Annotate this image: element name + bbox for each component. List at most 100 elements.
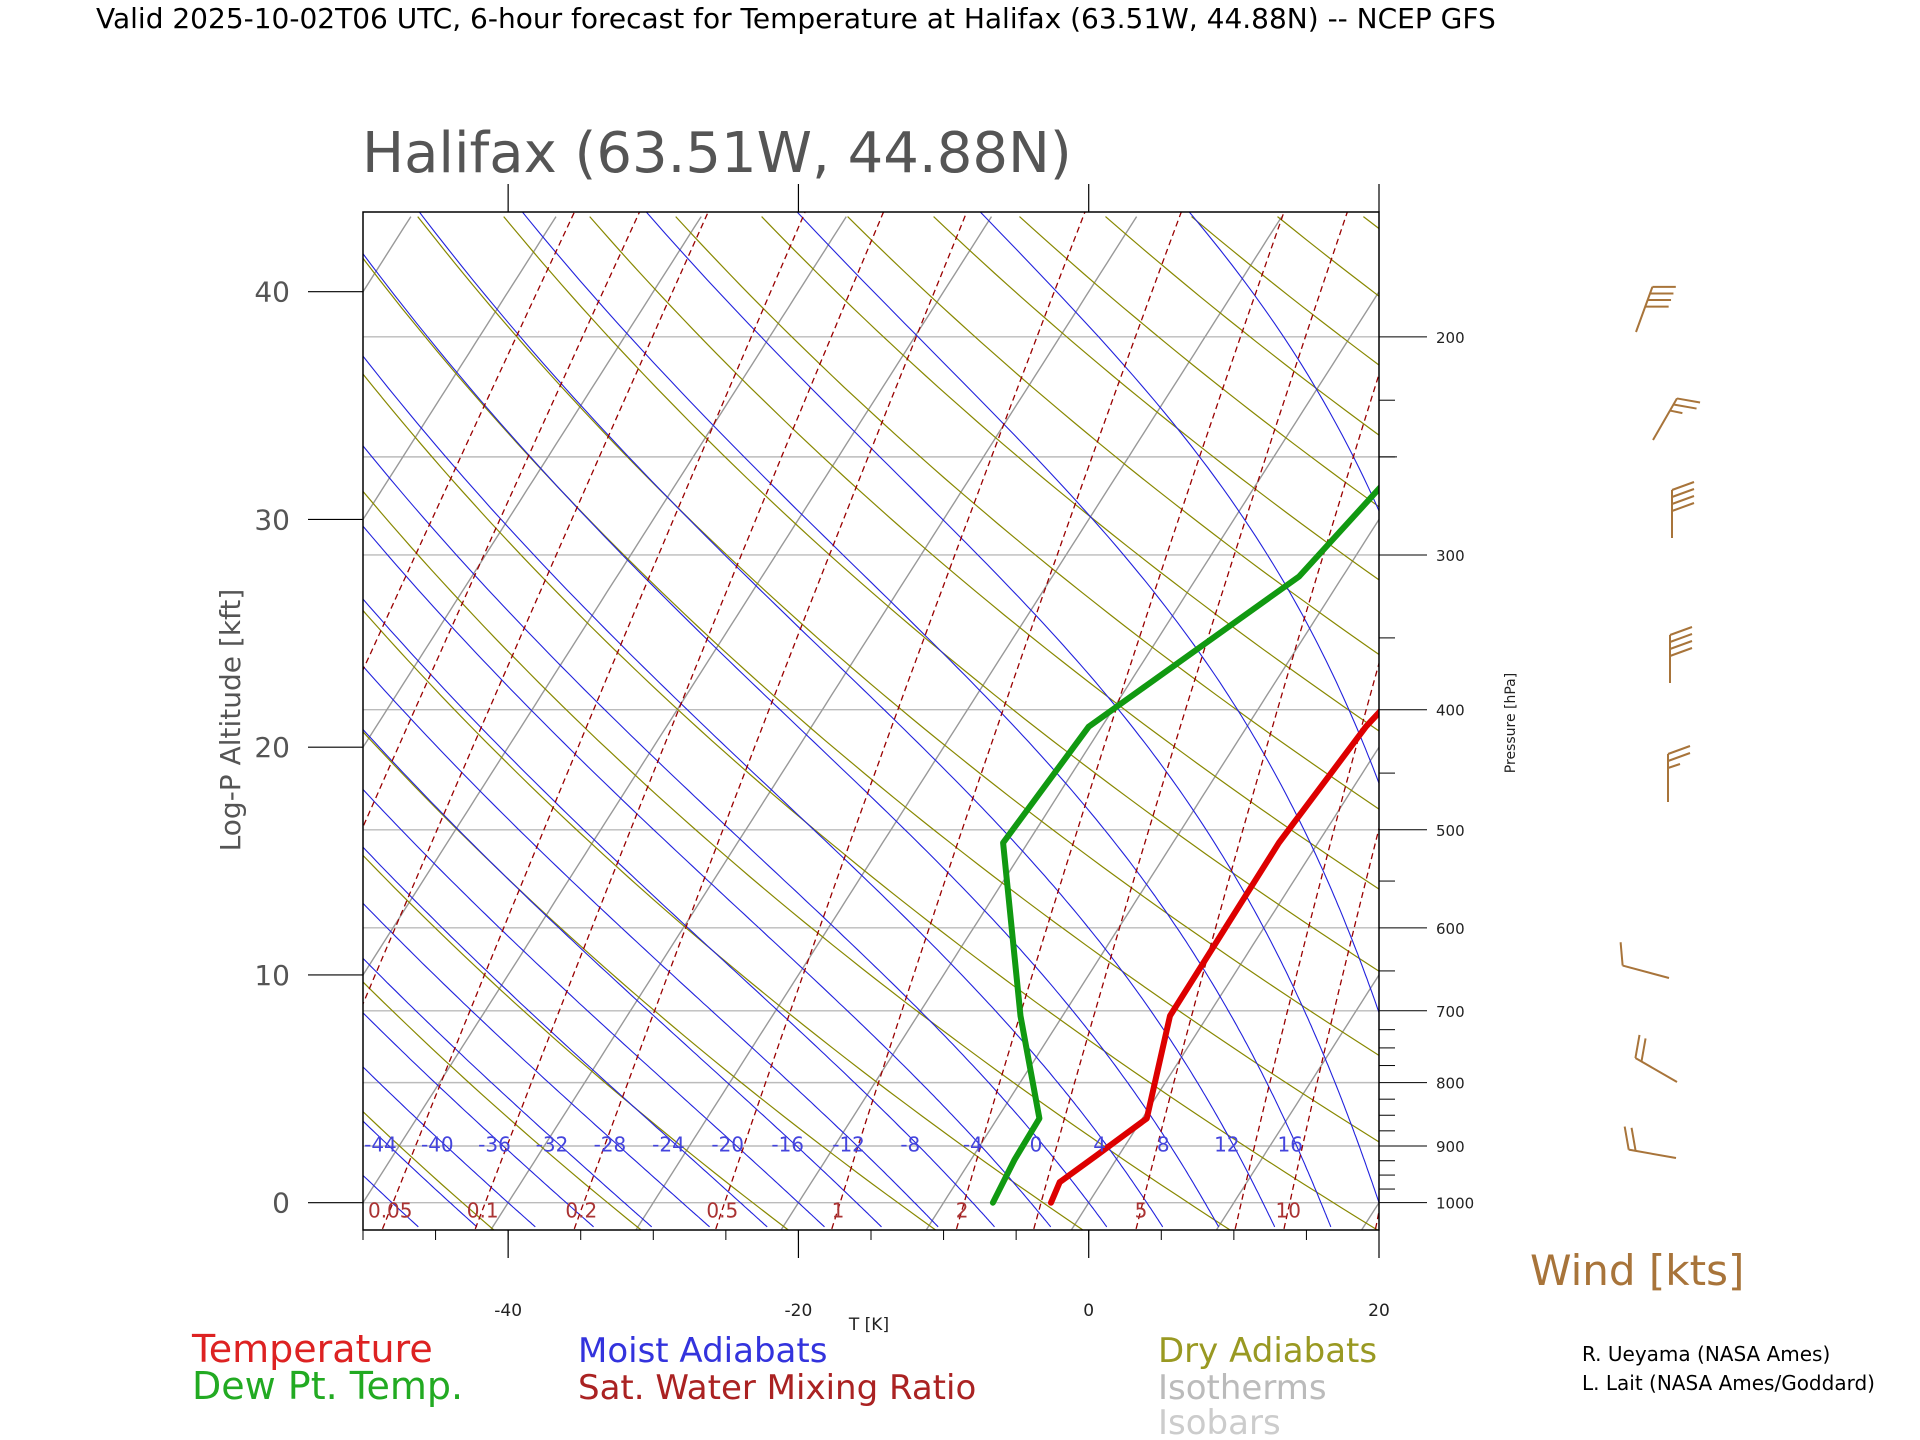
wind-barb-full bbox=[1640, 1038, 1647, 1062]
mixing-ratio-label: 1 bbox=[832, 1199, 845, 1223]
dry-adiabat-line bbox=[0, 217, 52, 1230]
dry-adiabat-line bbox=[0, 217, 199, 1230]
moist-adiabat-line bbox=[363, 1012, 594, 1228]
wind-barb-half bbox=[1669, 409, 1683, 415]
wind-barb-full bbox=[1669, 647, 1693, 657]
plot-title: Halifax (63.51W, 44.88N) bbox=[362, 121, 1072, 186]
y-tick-label: 0 bbox=[272, 1187, 290, 1220]
credit-line-1: R. Ueyama (NASA Ames) bbox=[1582, 1342, 1830, 1366]
moist-adiabat-label: 8 bbox=[1157, 1132, 1170, 1156]
moist-adiabat-label: -20 bbox=[711, 1132, 744, 1156]
wind-barb-full bbox=[1671, 495, 1695, 505]
mixing-ratio-line bbox=[363, 212, 641, 829]
legend-mixing-ratio: Sat. Water Mixing Ratio bbox=[578, 1368, 976, 1408]
moist-adiabat-label: -4 bbox=[963, 1132, 983, 1156]
moist-adiabat-label: -44 bbox=[364, 1132, 397, 1156]
wind-barb bbox=[1652, 397, 1701, 441]
wind-barb-full bbox=[1652, 285, 1676, 288]
isotherm-line bbox=[1070, 745, 1379, 1230]
mixing-ratio-line bbox=[1283, 826, 1379, 1230]
isotherm-line bbox=[363, 216, 412, 294]
sounding-profiles bbox=[989, 484, 1379, 1206]
dry-adiabat-line bbox=[589, 216, 1379, 890]
mixing-ratio-line bbox=[1033, 212, 1349, 1230]
dry-adiabat-line bbox=[1879, 217, 1920, 1230]
pressure-tick-label: 800 bbox=[1436, 1075, 1465, 1093]
moist-adiabat-label: -28 bbox=[594, 1132, 627, 1156]
pressure-tick-label: 200 bbox=[1436, 329, 1465, 347]
moist-adiabat-label: 4 bbox=[1093, 1132, 1106, 1156]
moist-adiabat-line bbox=[363, 1174, 419, 1228]
dewpoint-line bbox=[989, 484, 1379, 1206]
wind-barb-staff bbox=[1652, 397, 1678, 441]
legend-temperature: Temperature bbox=[191, 1327, 433, 1371]
moist-adiabat-label: -8 bbox=[900, 1132, 920, 1156]
mixing-ratio-label: 0.2 bbox=[565, 1199, 597, 1223]
temperature-line bbox=[1048, 708, 1379, 1206]
moist-adiabat-label: -40 bbox=[421, 1132, 454, 1156]
x-tick-label: 0 bbox=[1083, 1301, 1094, 1321]
mixing-ratio-line bbox=[1540, 182, 1763, 1229]
moist-adiabat-line bbox=[363, 957, 653, 1228]
moist-adiabat-line bbox=[363, 728, 882, 1228]
header-title: Valid 2025-10-02T06 UTC, 6-hour forecast… bbox=[96, 2, 1496, 35]
wind-barb bbox=[1634, 1034, 1678, 1083]
mixing-ratio-label: 0.5 bbox=[706, 1199, 738, 1223]
credit-line-2: L. Lait (NASA Ames/Goddard) bbox=[1582, 1371, 1875, 1395]
moist-adiabat-line bbox=[418, 212, 1276, 1228]
y2-axis-label: Pressure [hPa] bbox=[1503, 673, 1519, 773]
mixing-ratio-label: 5 bbox=[1135, 1199, 1148, 1223]
mixing-ratio-line bbox=[363, 212, 576, 672]
mixing-ratio-line bbox=[955, 212, 1285, 1230]
mixing-ratio-line bbox=[381, 212, 806, 1230]
mixing-ratio-line bbox=[474, 212, 885, 1230]
isotherm-line bbox=[363, 216, 557, 521]
wind-barb-full bbox=[1676, 397, 1701, 404]
isotherm-line bbox=[1652, 217, 1920, 1230]
wind-barb-full bbox=[1673, 403, 1697, 410]
moist-adiabat-label: -36 bbox=[478, 1132, 511, 1156]
wind-barb-full bbox=[1650, 292, 1674, 295]
x-tick-label: -20 bbox=[785, 1301, 813, 1321]
wind-barb-full bbox=[1669, 626, 1693, 636]
wind-barb-full bbox=[1671, 481, 1695, 491]
moist-adiabat-label: -24 bbox=[652, 1132, 685, 1156]
legend-dewpoint: Dew Pt. Temp. bbox=[192, 1364, 463, 1408]
x-tick-label: 20 bbox=[1368, 1301, 1390, 1321]
isotherm-line bbox=[363, 216, 993, 1204]
isotherm-line bbox=[780, 290, 1379, 1230]
moist-adiabat-label: -32 bbox=[536, 1132, 569, 1156]
pressure-tick-label: 500 bbox=[1436, 822, 1465, 840]
moist-adiabat-line bbox=[363, 1120, 478, 1228]
y-axis-label: Log-P Altitude [kft] bbox=[214, 589, 247, 852]
wind-barb bbox=[1671, 481, 1695, 538]
moist-adiabat-label: 12 bbox=[1214, 1132, 1239, 1156]
adiabat-labels: -44 -40 -36 -32 -28 -24 -20 -16 -12 -8 -4 0 4 8 12 160.… bbox=[364, 1132, 1303, 1222]
dry-adiabat-line bbox=[847, 216, 1379, 656]
moist-adiabat-line bbox=[363, 788, 825, 1228]
dry-adiabat-line bbox=[1105, 216, 1379, 436]
x-tick-label: -40 bbox=[494, 1301, 522, 1321]
pressure-tick-label: 1000 bbox=[1436, 1195, 1474, 1213]
wind-barb-half bbox=[1667, 763, 1681, 769]
mixing-ratio-line bbox=[1611, 182, 1819, 1229]
dry-adiabat-line bbox=[933, 216, 1379, 581]
dry-adiabat-line bbox=[0, 217, 347, 1230]
wind-barb-full bbox=[1669, 633, 1693, 643]
isotherm-line bbox=[925, 518, 1379, 1230]
wind-label: Wind [kts] bbox=[1530, 1246, 1744, 1295]
mixing-ratio-line bbox=[831, 212, 1182, 1230]
x-axis-label: T [K] bbox=[848, 1315, 889, 1335]
moist-adiabat-line bbox=[645, 212, 1379, 1205]
moist-adiabat-label: 16 bbox=[1277, 1132, 1302, 1156]
moist-adiabat-label: 0 bbox=[1030, 1132, 1043, 1156]
dry-adiabat-line bbox=[1793, 217, 1920, 1230]
moist-adiabat-line bbox=[363, 665, 939, 1228]
moist-adiabat-line bbox=[363, 355, 1164, 1228]
moist-adiabat-label: -16 bbox=[771, 1132, 804, 1156]
mixing-ratio-line bbox=[715, 212, 1086, 1230]
wind-barb-staff bbox=[1634, 1057, 1678, 1083]
wind-barb-full bbox=[1645, 305, 1669, 308]
mixing-ratio-line bbox=[1234, 660, 1379, 1230]
background-lines bbox=[0, 182, 1920, 1230]
